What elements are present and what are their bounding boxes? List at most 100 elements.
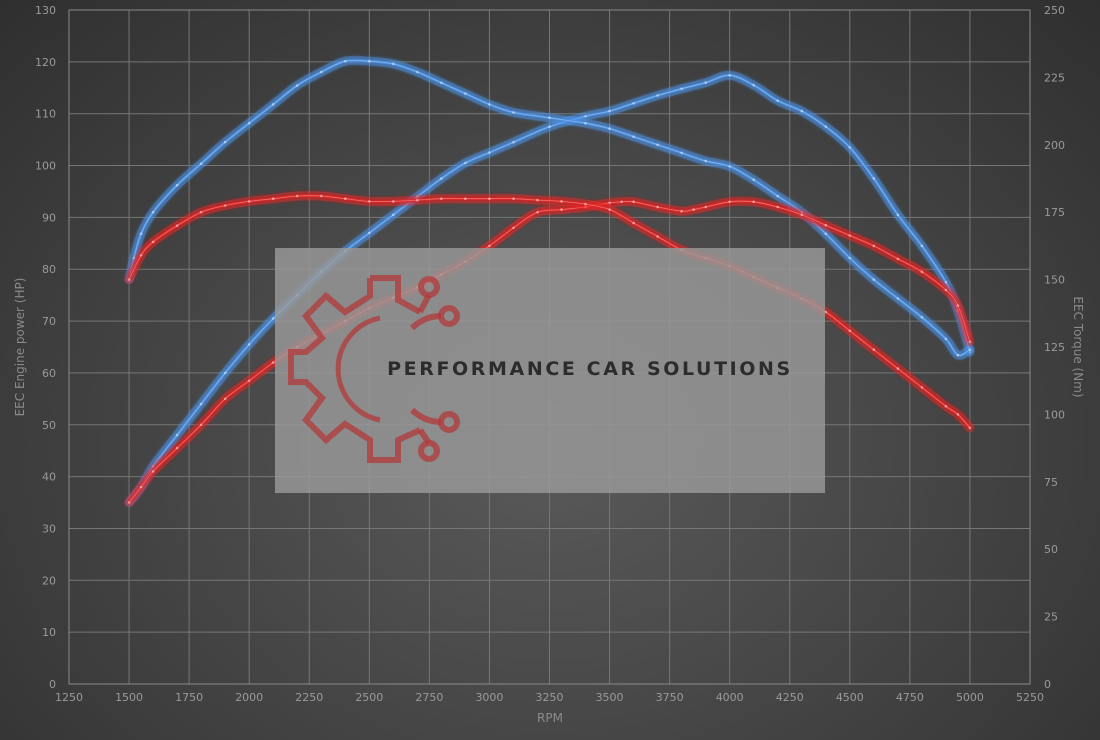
data-point (680, 209, 683, 213)
x-tick-label: 4500 (836, 691, 864, 704)
data-point (608, 208, 611, 211)
data-point (440, 81, 443, 85)
data-point (704, 81, 707, 84)
y-right-tick-label: 25 (1044, 611, 1058, 624)
data-point (392, 62, 395, 66)
data-point (824, 223, 828, 227)
data-point (800, 213, 804, 217)
data-point (247, 379, 251, 383)
y-right-axis-title: EEC Torque (Nm) (1071, 296, 1085, 397)
data-point (896, 213, 900, 217)
y-right-tick-label: 75 (1044, 476, 1058, 489)
x-tick-label: 4250 (776, 691, 804, 704)
data-point (127, 501, 131, 504)
data-point (440, 197, 443, 200)
data-point (548, 125, 551, 128)
data-point (680, 87, 683, 91)
y-left-tick-label: 80 (42, 263, 56, 276)
data-point (656, 205, 659, 209)
x-tick-label: 1750 (175, 691, 203, 704)
data-point (488, 244, 491, 248)
data-point (295, 84, 299, 87)
data-point (416, 195, 419, 198)
data-point (392, 200, 395, 203)
x-tick-label: 2000 (235, 691, 263, 704)
y-right-tick-label: 100 (1044, 408, 1065, 421)
x-tick-label: 3250 (536, 691, 564, 704)
y-right-tick-label: 250 (1044, 4, 1065, 17)
y-left-tick-label: 70 (42, 315, 56, 328)
data-point (776, 194, 779, 198)
data-point (536, 198, 539, 202)
y-left-tick-label: 40 (42, 471, 56, 484)
data-point (848, 234, 852, 237)
data-point (223, 397, 227, 401)
data-point (872, 244, 876, 248)
data-point (488, 151, 491, 154)
y-left-tick-label: 30 (42, 522, 56, 535)
y-right-tick-label: 50 (1044, 543, 1058, 556)
x-tick-label: 3500 (596, 691, 624, 704)
data-point (151, 210, 155, 214)
data-point (632, 221, 635, 225)
data-point (247, 343, 251, 346)
data-point (920, 270, 924, 274)
data-point (512, 140, 515, 144)
data-point (584, 121, 587, 125)
data-point (368, 59, 371, 63)
data-point (271, 361, 275, 364)
y-left-tick-label: 0 (49, 678, 56, 691)
data-point (944, 337, 948, 341)
x-tick-label: 5250 (1016, 691, 1044, 704)
data-point (271, 103, 275, 106)
data-point (608, 201, 611, 205)
gear-logo-icon (288, 275, 460, 463)
x-tick-label: 4750 (896, 691, 924, 704)
data-point (692, 208, 695, 211)
data-point (680, 151, 683, 155)
data-point (560, 200, 563, 203)
data-point (368, 231, 371, 235)
data-point (848, 329, 852, 333)
y-left-tick-label: 90 (42, 211, 56, 224)
data-point (175, 183, 179, 187)
data-point (824, 232, 828, 236)
x-tick-label: 2500 (355, 691, 383, 704)
data-point (151, 470, 155, 473)
data-point (872, 348, 876, 352)
data-point (151, 464, 155, 468)
data-point (656, 235, 659, 238)
watermark-text: PERFORMANCE CAR SOLUTIONS (387, 358, 793, 380)
series-line (127, 194, 972, 430)
data-point (416, 70, 419, 74)
data-point (271, 317, 275, 320)
data-point (944, 288, 948, 292)
data-point (896, 367, 900, 370)
data-point (728, 165, 731, 168)
data-point (956, 413, 960, 416)
data-point (247, 200, 251, 203)
data-point (175, 446, 179, 450)
data-point (416, 198, 419, 202)
data-point (848, 256, 852, 260)
data-point (704, 159, 707, 163)
y-right-tick-label: 175 (1044, 206, 1065, 219)
series-group (124, 55, 975, 507)
data-point (127, 278, 131, 281)
data-point (344, 59, 347, 63)
y-left-axis-title: EEC Engine power (HP) (13, 278, 27, 417)
data-point (512, 226, 515, 230)
data-point (464, 92, 467, 95)
y-left-tick-label: 10 (42, 626, 56, 639)
data-point (728, 74, 731, 77)
data-point (968, 348, 972, 352)
data-point (776, 205, 779, 209)
data-point (223, 140, 227, 144)
series-tuned-power (124, 70, 975, 507)
data-point (824, 310, 828, 314)
x-tick-label: 1500 (115, 691, 143, 704)
series-line-highlight (128, 74, 971, 503)
data-point (548, 116, 551, 120)
y-left-tick-label: 120 (35, 56, 56, 69)
